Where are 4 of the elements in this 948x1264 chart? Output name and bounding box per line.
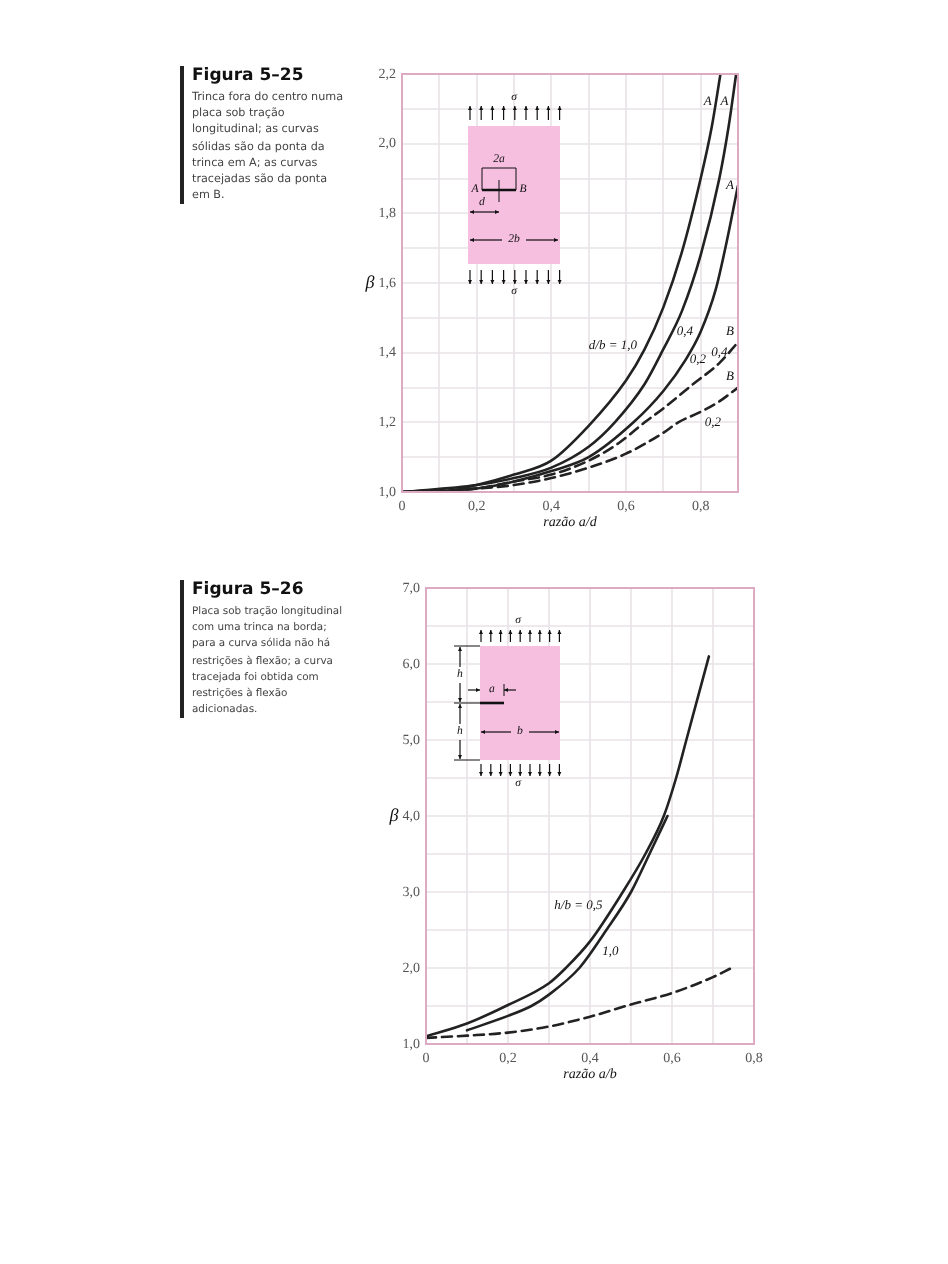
text: Figura 5–25 (192, 66, 306, 86)
text: Figura 5–26 (192, 580, 306, 600)
y-axis-title: β (387, 804, 400, 825)
y-axis-title: β (363, 271, 376, 292)
